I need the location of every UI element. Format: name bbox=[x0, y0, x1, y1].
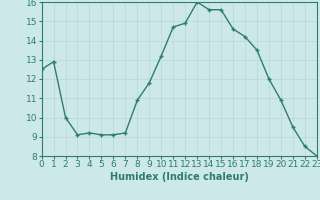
X-axis label: Humidex (Indice chaleur): Humidex (Indice chaleur) bbox=[110, 172, 249, 182]
